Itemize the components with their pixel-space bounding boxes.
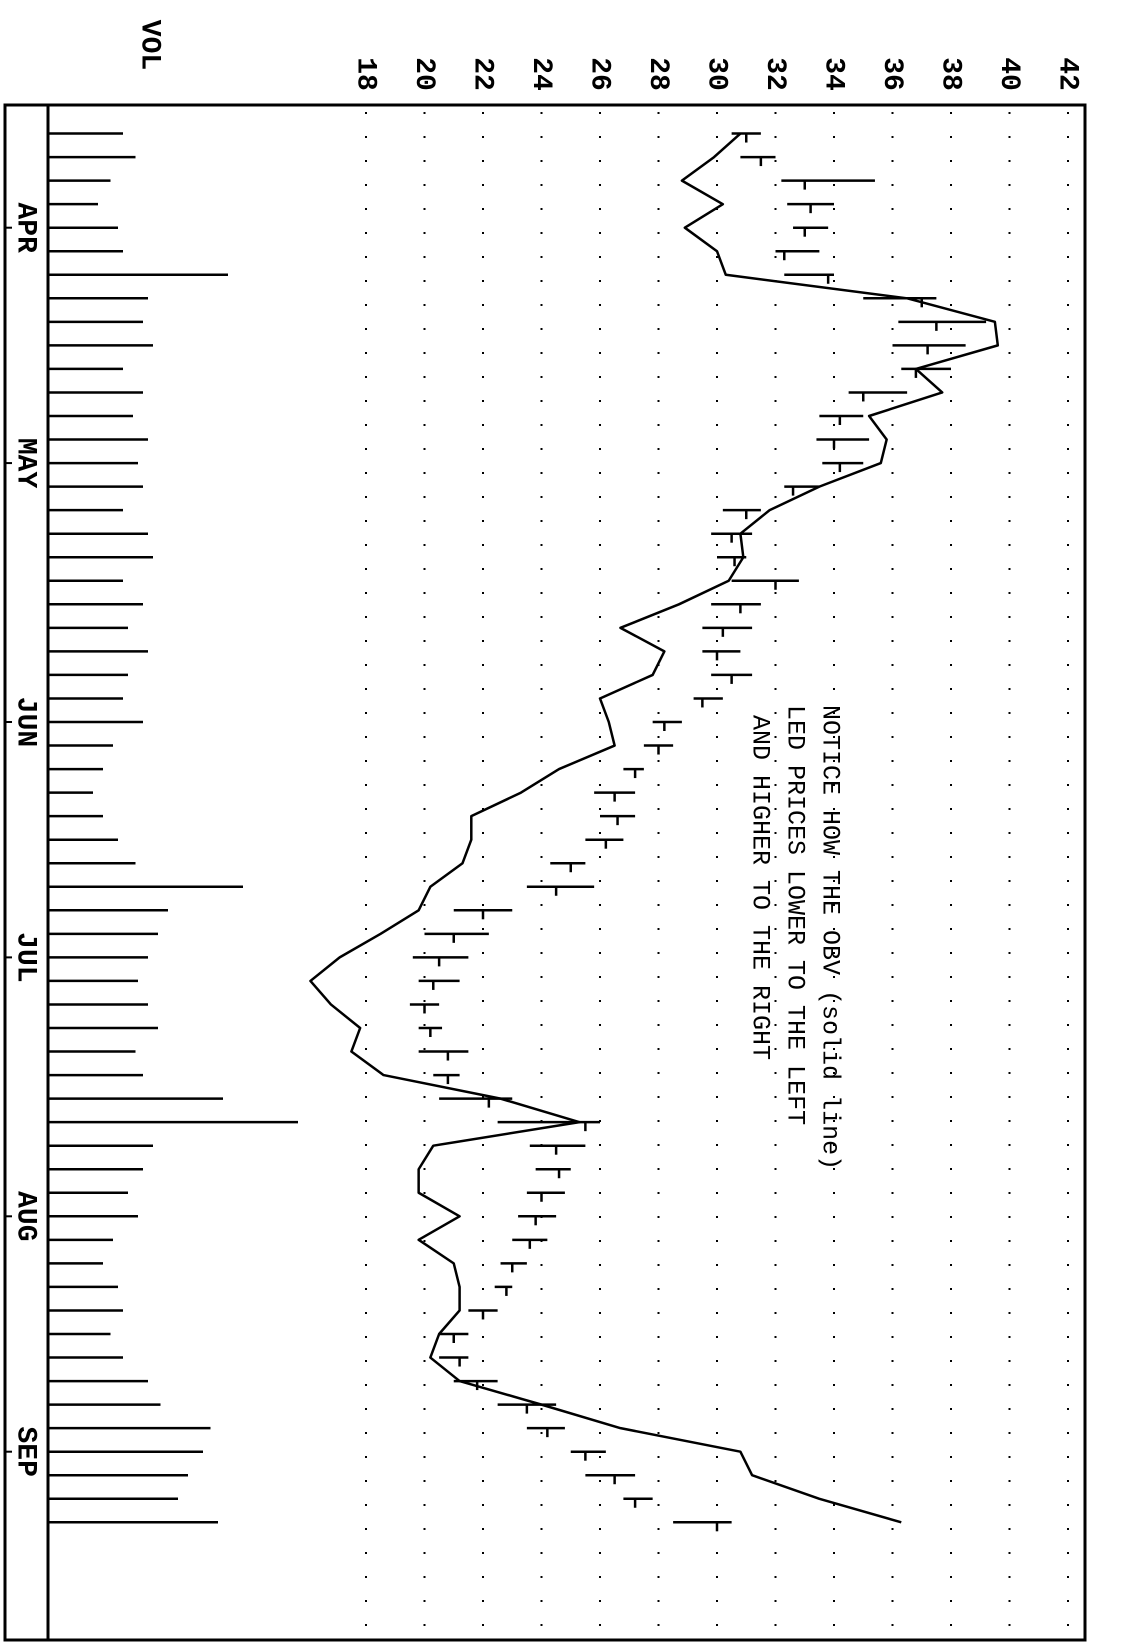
price-tick-label: 28 (642, 57, 673, 91)
price-tick-label: 42 (1052, 57, 1083, 91)
volume-label: VOL (134, 20, 165, 70)
price-tick-label: 32 (759, 57, 790, 91)
plot-frame (3, 103, 1087, 1642)
price-tick-label: 24 (525, 57, 556, 91)
price-tick-label: 40 (993, 57, 1024, 91)
annotation-line: NOTICE HOW THE OBV (solid line) (815, 705, 844, 1170)
obv-line (309, 132, 1000, 1524)
month-label: SEP (10, 1426, 41, 1476)
price-tick-label: 36 (876, 57, 907, 91)
price-tick-label: 18 (350, 57, 381, 91)
price-tick-label: 34 (818, 57, 849, 91)
price-tick-label: 30 (701, 57, 732, 91)
month-label: JUN (10, 697, 41, 747)
month-label: APR (10, 202, 41, 253)
month-label: AUG (10, 1191, 41, 1241)
annotation-line: AND HIGHER TO THE RIGHT (745, 715, 774, 1060)
price-tick-label: 20 (408, 57, 439, 91)
price-tick-label: 26 (584, 57, 615, 91)
price-tick-label: 38 (935, 57, 966, 91)
month-label: JUL (10, 932, 41, 982)
price-tick-label: 22 (467, 57, 498, 91)
annotation-line: LED PRICES LOWER TO THE LEFT (780, 705, 809, 1125)
month-label: MAY (10, 438, 41, 489)
